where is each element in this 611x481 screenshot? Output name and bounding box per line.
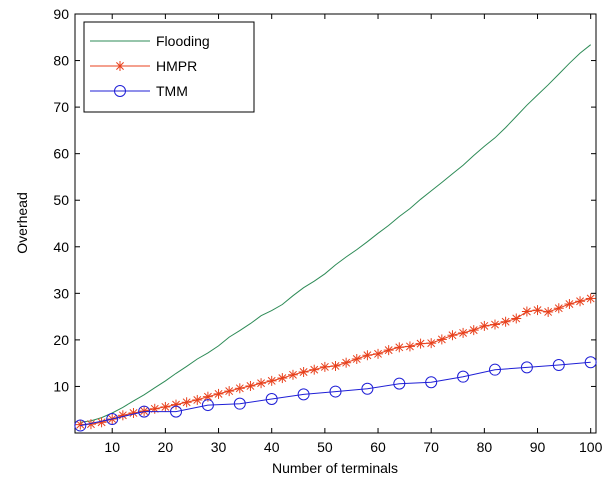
hmpr-point: [543, 307, 553, 317]
hmpr-point: [384, 345, 394, 355]
y-tick-label: 20: [53, 332, 69, 348]
hmpr-point: [267, 376, 277, 386]
x-tick-label: 40: [264, 439, 280, 455]
hmpr-point: [511, 313, 521, 323]
hmpr-point: [277, 373, 287, 383]
hmpr-point: [245, 381, 255, 391]
hmpr-point: [554, 303, 564, 313]
legend-label-tmm: TMM: [156, 83, 188, 99]
x-tick-label: 60: [370, 439, 386, 455]
x-tick-label: 80: [477, 439, 493, 455]
hmpr-point: [256, 378, 266, 388]
x-axis-label: Number of terminals: [272, 460, 398, 476]
y-tick-label: 60: [53, 146, 69, 162]
hmpr-point: [341, 358, 351, 368]
legend-label-hmpr: HMPR: [156, 58, 197, 74]
x-tick-label: 20: [158, 439, 174, 455]
hmpr-point: [564, 299, 574, 309]
y-tick-label: 30: [53, 285, 69, 301]
x-tick-label: 50: [317, 439, 333, 455]
hmpr-point: [288, 370, 298, 380]
hmpr-point: [150, 404, 160, 414]
hmpr-point: [458, 328, 468, 338]
x-tick-label: 100: [579, 439, 603, 455]
y-tick-label: 10: [53, 378, 69, 394]
hmpr-point: [447, 330, 457, 340]
hmpr-point: [426, 338, 436, 348]
hmpr-point: [522, 306, 532, 316]
x-tick-label: 70: [423, 439, 439, 455]
hmpr-point: [501, 317, 511, 327]
hmpr-point: [235, 383, 245, 393]
hmpr-point: [575, 296, 585, 306]
legend-label-flooding: Flooding: [156, 33, 210, 49]
y-axis-label: Overhead: [14, 192, 30, 253]
hmpr-point: [352, 354, 362, 364]
x-tick-label: 10: [104, 439, 120, 455]
hmpr-point: [160, 402, 170, 412]
legend: Flooding HMPR TMM: [84, 22, 254, 112]
hmpr-point: [182, 397, 192, 407]
hmpr-point: [533, 305, 543, 315]
hmpr-point: [490, 320, 500, 330]
hmpr-point: [192, 395, 202, 405]
x-tick-label: 90: [530, 439, 546, 455]
hmpr-point: [320, 362, 330, 372]
legend-marker-hmpr: [115, 61, 125, 71]
hmpr-point: [362, 350, 372, 360]
hmpr-point: [479, 321, 489, 331]
hmpr-point: [373, 349, 383, 359]
hmpr-point: [416, 339, 426, 349]
hmpr-point: [405, 341, 415, 351]
y-tick-label: 50: [53, 192, 69, 208]
y-tick-label: 80: [53, 53, 69, 69]
hmpr-point: [224, 386, 234, 396]
y-tick-label: 40: [53, 239, 69, 255]
hmpr-point: [586, 293, 596, 303]
hmpr-point: [331, 361, 341, 371]
hmpr-point: [469, 325, 479, 335]
hmpr-point: [171, 400, 181, 410]
y-tick-label: 90: [53, 6, 69, 22]
hmpr-point: [437, 334, 447, 344]
hmpr-point: [203, 392, 213, 402]
hmpr-point: [214, 389, 224, 399]
hmpr-point: [309, 365, 319, 375]
x-tick-label: 30: [211, 439, 227, 455]
hmpr-point: [299, 367, 309, 377]
y-tick-label: 70: [53, 99, 69, 115]
hmpr-point: [394, 342, 404, 352]
